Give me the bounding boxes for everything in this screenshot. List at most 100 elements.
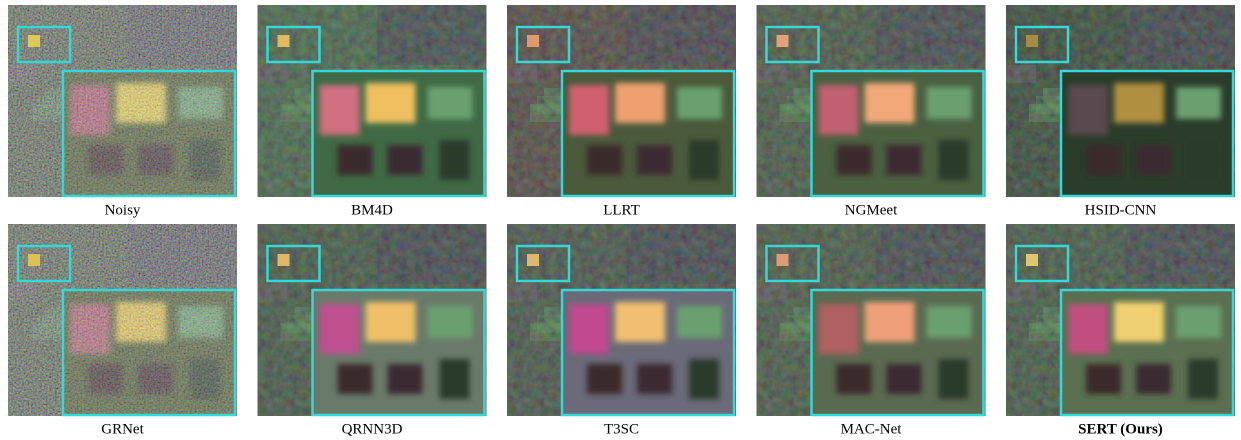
zoom-inset bbox=[312, 71, 486, 197]
zoom-inset bbox=[811, 290, 985, 416]
zoom-content bbox=[818, 83, 972, 180]
zoom-content bbox=[818, 302, 972, 399]
image bbox=[1006, 5, 1235, 197]
image-panel: MAC-Net bbox=[756, 224, 986, 437]
image-panel: HSID-CNN bbox=[1006, 5, 1235, 218]
zoom-content bbox=[569, 83, 722, 180]
zoom-inset bbox=[312, 290, 486, 416]
dark-block bbox=[337, 145, 373, 175]
image bbox=[756, 5, 986, 197]
small-roof bbox=[527, 254, 539, 266]
zoom-box bbox=[560, 69, 736, 198]
dark-block bbox=[387, 145, 423, 175]
roof-red bbox=[818, 304, 859, 354]
dark-block bbox=[1136, 364, 1171, 394]
panel-caption: NGMeet bbox=[845, 202, 898, 218]
zoom-inset bbox=[562, 71, 735, 197]
roof bbox=[1114, 302, 1164, 342]
dark-block bbox=[637, 145, 672, 175]
roof bbox=[365, 83, 416, 123]
roof-red bbox=[569, 85, 609, 135]
roi-box bbox=[765, 25, 820, 64]
dark-block bbox=[886, 145, 922, 175]
dark-block bbox=[689, 140, 719, 180]
zoom-box bbox=[61, 288, 237, 417]
small-roof bbox=[1026, 35, 1038, 47]
zoom-content bbox=[319, 302, 473, 399]
zoom-box bbox=[311, 288, 486, 417]
panel-caption: SERT (Ours) bbox=[1078, 421, 1163, 437]
image-panel: LLRT bbox=[507, 5, 736, 218]
roof-red bbox=[569, 304, 609, 354]
image bbox=[507, 5, 736, 197]
image-panel: SERT (Ours) bbox=[1006, 224, 1235, 437]
small-roof bbox=[776, 35, 789, 47]
image-panel: NGMeet bbox=[756, 5, 986, 218]
panel-caption: Noisy bbox=[105, 202, 141, 218]
image bbox=[8, 5, 237, 197]
small-roof bbox=[527, 35, 539, 47]
zoom-box bbox=[1059, 288, 1235, 417]
dark-block bbox=[587, 364, 622, 394]
panel-caption: MAC-Net bbox=[841, 421, 903, 437]
panel-caption: BM4D bbox=[351, 202, 393, 218]
zoom-content bbox=[1068, 83, 1221, 180]
dark-block bbox=[938, 359, 969, 399]
small-roof bbox=[776, 254, 789, 266]
panel-caption: LLRT bbox=[603, 202, 640, 218]
panel-caption: GRNet bbox=[101, 421, 144, 437]
roof bbox=[365, 302, 416, 342]
roof bbox=[864, 302, 915, 342]
roi-box bbox=[16, 25, 72, 64]
small-roof bbox=[277, 254, 290, 266]
zoom-content bbox=[1068, 302, 1221, 399]
roof-green bbox=[677, 87, 722, 119]
panel-caption: QRNN3D bbox=[342, 421, 403, 437]
dark-block bbox=[938, 140, 969, 180]
image bbox=[1006, 224, 1235, 416]
dark-block bbox=[439, 140, 470, 180]
roi-box bbox=[266, 25, 321, 64]
zoom-inset bbox=[1061, 290, 1234, 416]
dark-block bbox=[836, 145, 872, 175]
dark-block bbox=[1188, 140, 1218, 180]
zoom-inset bbox=[63, 290, 236, 416]
dark-block bbox=[1086, 364, 1121, 394]
roi-box bbox=[16, 244, 72, 283]
dark-block bbox=[836, 364, 872, 394]
roi-box bbox=[515, 244, 571, 283]
dark-block bbox=[637, 364, 672, 394]
image-panel: T3SC bbox=[507, 224, 736, 437]
image bbox=[8, 224, 237, 416]
image bbox=[756, 224, 986, 416]
roof-green bbox=[926, 87, 972, 119]
dark-block bbox=[587, 145, 622, 175]
zoom-box bbox=[61, 69, 237, 198]
roof bbox=[1114, 83, 1164, 123]
small-roof bbox=[277, 35, 290, 47]
image-panel: Noisy bbox=[8, 5, 237, 218]
roof-red bbox=[319, 85, 360, 135]
small-roof bbox=[28, 35, 40, 47]
roi-box bbox=[266, 244, 321, 283]
small-roof bbox=[1026, 254, 1038, 266]
image bbox=[257, 224, 487, 416]
image bbox=[257, 5, 487, 197]
dark-block bbox=[439, 359, 470, 399]
roof-green bbox=[1176, 87, 1221, 119]
roof bbox=[615, 302, 665, 342]
zoom-box bbox=[311, 69, 486, 198]
zoom-inset bbox=[1061, 71, 1234, 197]
zoom-box bbox=[810, 69, 985, 198]
panel-caption: HSID-CNN bbox=[1085, 202, 1157, 218]
image-panel: BM4D bbox=[257, 5, 487, 218]
dark-block bbox=[337, 364, 373, 394]
roi-box bbox=[1014, 25, 1070, 64]
roi-box bbox=[515, 25, 571, 64]
zoom-box bbox=[560, 288, 736, 417]
zoom-inset bbox=[63, 71, 236, 197]
dark-block bbox=[886, 364, 922, 394]
roof-green bbox=[427, 306, 473, 338]
